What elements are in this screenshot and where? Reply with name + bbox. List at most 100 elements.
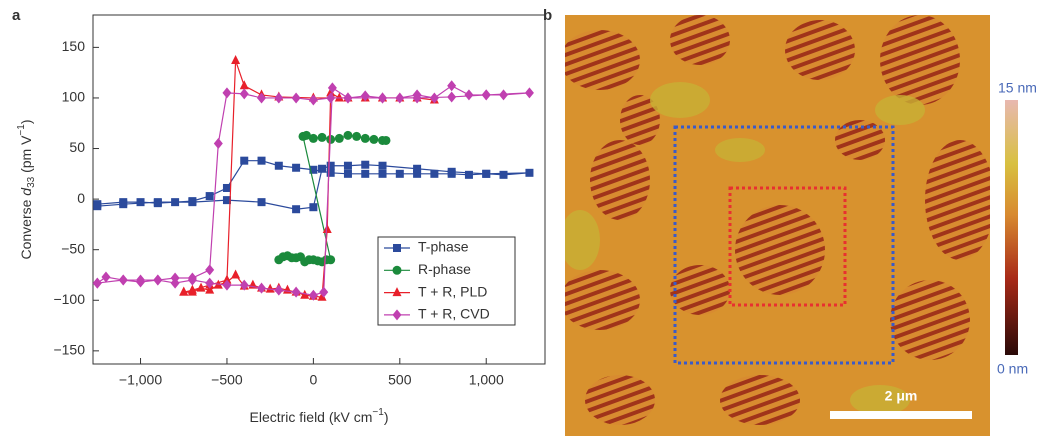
marker [274,284,284,296]
marker [187,284,197,294]
marker [395,169,404,178]
legend-label: R-phase [418,261,471,277]
marker [153,198,162,207]
marker [464,89,474,101]
x-axis-label-part: ) [384,409,389,425]
y-axis-label-part: Converse [18,196,34,260]
marker [179,286,189,296]
afm-domain [835,120,885,160]
afm-domain [620,95,660,145]
marker [352,131,362,141]
marker [327,82,337,94]
marker [257,92,267,104]
legend-marker [392,309,402,321]
scale-bar [830,411,972,419]
red-box [728,186,847,307]
blue-box [673,125,895,365]
marker [326,161,335,170]
afm-patch [565,210,600,270]
afm-domain [670,265,730,315]
marker [360,90,370,102]
afm-domain [735,205,825,295]
x-tick-label: −500 [211,372,243,388]
y-tick-label: 100 [62,89,86,105]
marker [369,134,379,144]
afm-patch [875,95,925,125]
marker [499,89,509,101]
series-line [278,134,386,263]
marker [171,198,180,207]
legend-label: T-phase [418,239,469,255]
x-axis-label-part: Electric field (kV cm [250,409,373,425]
marker [222,183,231,192]
afm-patch [650,82,710,118]
legend-label: T + R, PLD [418,283,487,299]
legend-marker [393,244,401,252]
marker [291,92,301,104]
marker [308,133,318,143]
marker [136,198,145,207]
marker [360,133,370,143]
afm-domain [565,270,640,330]
marker [413,169,422,178]
marker [447,80,457,92]
marker [326,87,336,97]
marker [524,87,534,99]
panel-label: a [12,7,21,24]
marker [205,192,214,201]
marker [231,269,241,279]
afm-domain [890,280,970,360]
y-tick-label: 50 [69,139,85,155]
marker [361,160,370,169]
marker [265,283,275,293]
y-axis-label-part: 33 [26,176,37,188]
marker [317,291,327,301]
colorbar-max: 15 nm [998,80,1037,96]
marker [222,274,232,284]
marker [274,92,284,104]
marker [153,274,163,286]
marker [361,169,370,178]
marker [308,94,318,106]
marker [309,203,318,212]
afm-patch [850,385,910,415]
y-axis-label-part: −1 [16,124,27,136]
marker [378,161,387,170]
marker [429,92,439,104]
marker [447,167,456,176]
marker [213,137,223,149]
marker [196,282,206,292]
marker [326,92,336,104]
marker [205,277,215,289]
marker [378,92,388,104]
marker [274,161,283,170]
marker [222,279,232,291]
marker [292,163,301,172]
marker [499,170,508,179]
marker [222,196,231,205]
marker [309,165,318,174]
afm-domain [925,140,990,260]
afm-image [565,15,990,436]
x-axis-label: Electric field (kV cm−1) [250,407,389,425]
marker [378,169,387,178]
marker [430,169,439,178]
y-axis-label-part: (pm V [18,135,34,177]
y-tick-label: −100 [53,291,85,307]
legend-label: T + R, CVD [418,306,490,322]
afm-domain [785,20,855,80]
marker [240,156,249,165]
x-tick-label: −1,000 [119,372,162,388]
afm-domain [670,15,730,65]
marker [317,132,327,142]
x-tick-label: 500 [388,372,412,388]
marker [381,135,391,145]
afm-domain [590,140,650,220]
marker [308,289,318,301]
marker [412,92,422,104]
marker [334,133,344,143]
marker [464,170,473,179]
marker [205,264,215,276]
marker [118,274,128,286]
plot-frame [92,14,546,365]
